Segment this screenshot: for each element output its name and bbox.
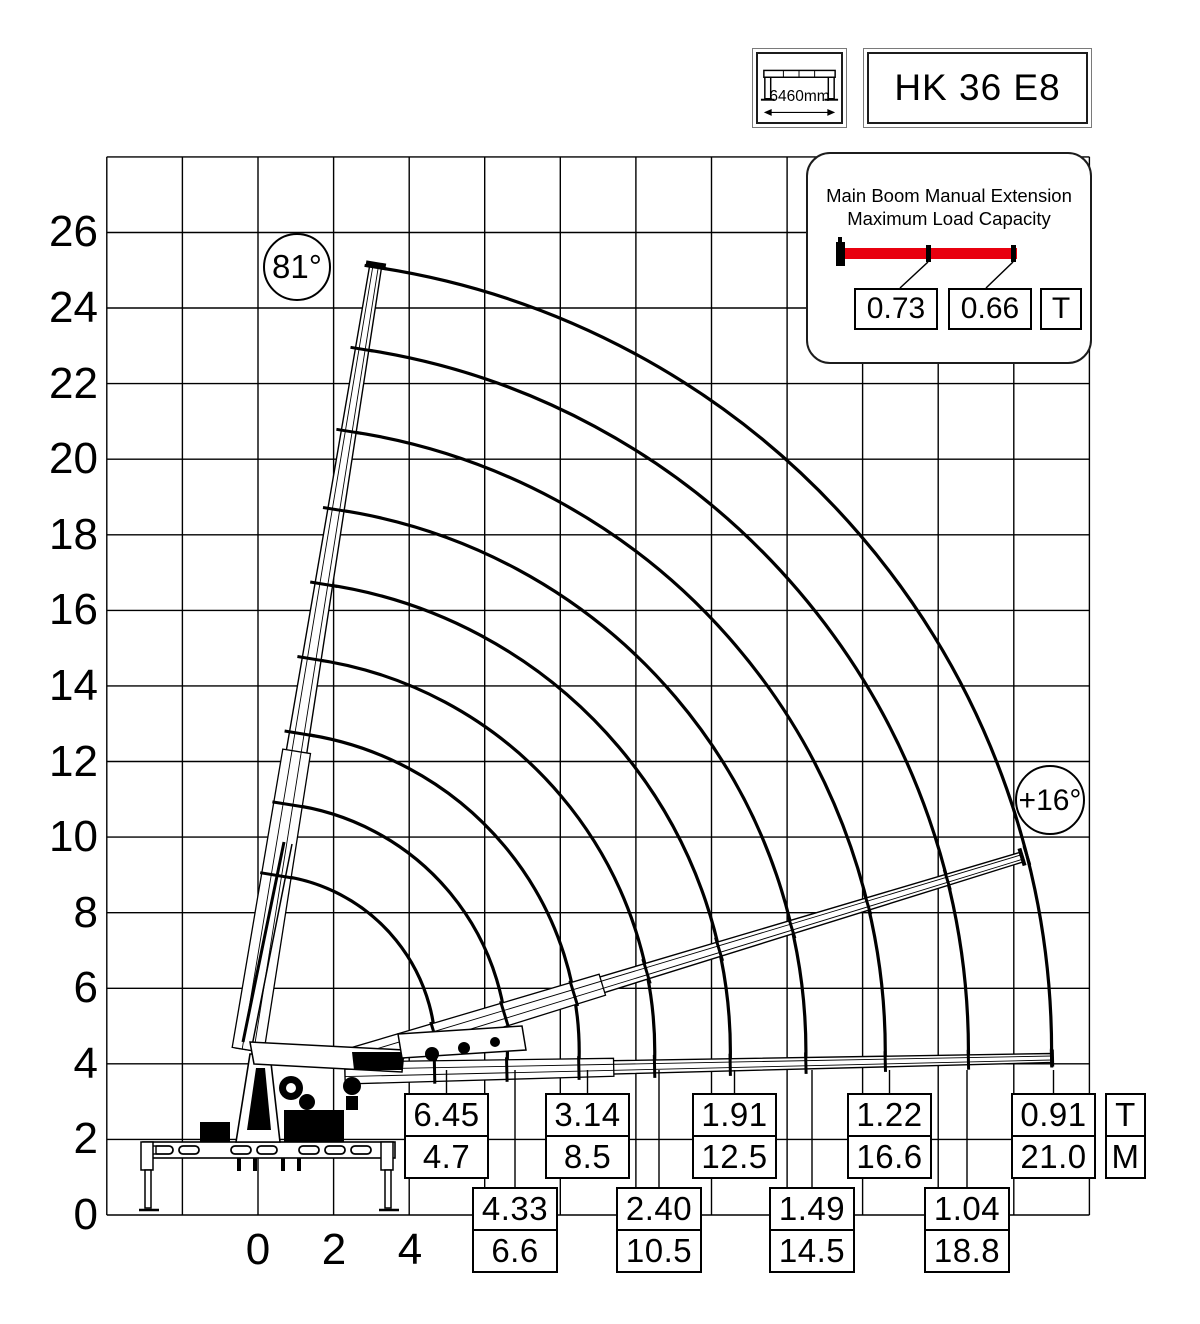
load-unit: T <box>1107 1095 1144 1137</box>
outreach-value: 18.8 <box>933 1232 1001 1269</box>
leader-lines <box>445 1070 1055 1188</box>
y-axis-tick-2: 2 <box>73 1114 98 1163</box>
main-boom-81deg <box>231 260 387 1054</box>
y-axis-tick-12: 12 <box>49 737 98 786</box>
capacity-box-6p6m: 4.33 6.6 <box>472 1187 558 1273</box>
reach-arcs <box>276 265 1054 1072</box>
y-axis-tick-20: 20 <box>49 434 98 483</box>
manual-extension-unit: T <box>1040 288 1082 330</box>
manual-extension-boom-drawing <box>836 237 1017 289</box>
manual-extension-inset: Main Boom Manual Extension Maximum Load … <box>806 152 1092 364</box>
extension-tick-1 <box>926 245 931 262</box>
outrigger-span-value: 6460mm <box>769 88 830 105</box>
crane-vehicle <box>139 841 527 1212</box>
outreach-value: 8.5 <box>563 1138 612 1175</box>
min-boom-angle-label: +16° <box>1018 784 1082 817</box>
outreach-value: 16.6 <box>856 1138 923 1175</box>
y-axis-tick-4: 4 <box>73 1039 98 1088</box>
inset-title-line2: Maximum Load Capacity <box>847 208 1051 229</box>
outreach-unit: M <box>1111 1138 1140 1175</box>
max-boom-angle-label: 81° <box>272 248 322 285</box>
model-name: HK 36 E8 <box>894 67 1061 108</box>
outrigger-span-panel: 6460mm <box>752 48 847 128</box>
capacity-box-18p8m: 1.04 18.8 <box>924 1187 1010 1273</box>
manual-extension-load-2: 0.66 <box>948 288 1032 330</box>
outreach-value: 21.0 <box>1020 1138 1087 1175</box>
y-axis-tick-18: 18 <box>49 510 98 559</box>
capacity-box-4p7m: 6.45 4.7 <box>404 1093 489 1179</box>
model-panel: HK 36 E8 <box>863 48 1092 128</box>
inset-title-line1: Main Boom Manual Extension <box>826 185 1072 206</box>
load-value: 1.91 <box>694 1095 775 1137</box>
load-value: 3.14 <box>547 1095 628 1137</box>
y-axis-tick-10: 10 <box>49 812 98 861</box>
outreach-value: 6.6 <box>491 1232 539 1269</box>
capacity-box-8p5m: 3.14 8.5 <box>545 1093 630 1179</box>
boom-end-plate <box>836 242 845 266</box>
x-axis-tick-4: 4 <box>397 1225 423 1274</box>
outreach-value: 4.7 <box>422 1138 471 1175</box>
y-axis-tick-8: 8 <box>73 888 98 937</box>
leader-line <box>899 261 929 289</box>
y-axis-tick-0: 0 <box>73 1190 98 1239</box>
y-axis-tick-22: 22 <box>49 359 98 408</box>
load-value: 6.45 <box>406 1095 487 1137</box>
capacity-box-12p5m: 1.91 12.5 <box>692 1093 777 1179</box>
manual-extension-load-1: 0.73 <box>854 288 938 330</box>
load-value: 2.40 <box>618 1189 700 1231</box>
outreach-value: 10.5 <box>625 1232 693 1269</box>
extension-tick-2 <box>1011 245 1016 262</box>
load-value: 0.91 <box>1013 1095 1094 1137</box>
y-axis-tick-24: 24 <box>49 283 98 332</box>
capacity-box-10p5m: 2.40 10.5 <box>616 1187 702 1273</box>
y-axis-tick-16: 16 <box>49 585 98 634</box>
capacity-box-14p5m: 1.49 14.5 <box>769 1187 855 1273</box>
x-axis-tick-0: 0 <box>245 1225 271 1274</box>
capacity-box-21m: 0.91 21.0 <box>1011 1093 1096 1179</box>
capacity-box-16p6m: 1.22 16.6 <box>847 1093 932 1179</box>
leader-line <box>985 261 1014 289</box>
angle-bubbles <box>263 233 1085 835</box>
outreach-value: 14.5 <box>778 1232 846 1269</box>
load-value: 1.49 <box>771 1189 853 1231</box>
y-axis-tick-14: 14 <box>49 661 98 710</box>
load-value: 1.04 <box>926 1189 1008 1231</box>
outrigger-span-icon <box>760 69 839 116</box>
main-boom-horizontal <box>344 1048 1055 1085</box>
x-axis-tick-2: 2 <box>321 1225 347 1274</box>
units-box: T M <box>1105 1093 1146 1179</box>
outreach-value: 12.5 <box>701 1138 768 1175</box>
y-axis-tick-26: 26 <box>49 207 98 256</box>
y-axis-tick-6: 6 <box>73 963 98 1012</box>
load-value: 1.22 <box>849 1095 930 1137</box>
load-value: 4.33 <box>474 1189 556 1231</box>
